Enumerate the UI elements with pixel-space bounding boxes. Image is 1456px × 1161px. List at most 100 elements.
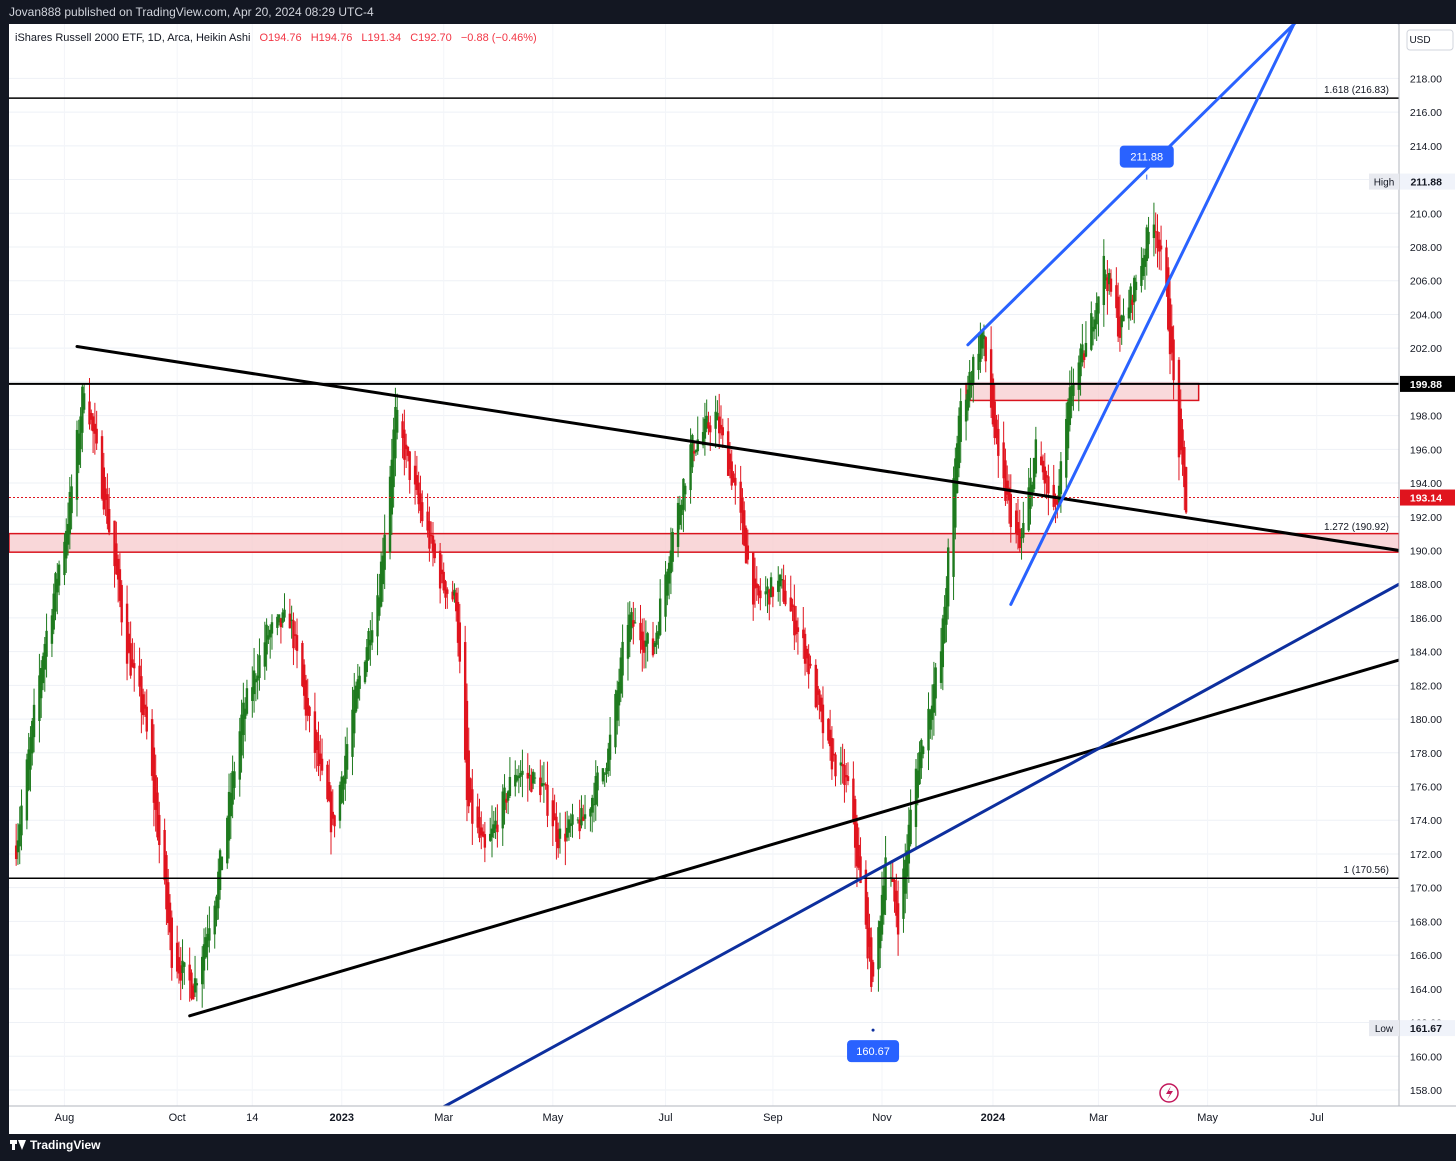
candle-body [701, 432, 705, 446]
candle-body [853, 799, 857, 848]
candle-body [921, 746, 925, 755]
time-axis[interactable]: Aug Oct 14 2023 Mar May Jul Sep Nov 2024 Mar May Jul [9, 1105, 1456, 1134]
price-chart[interactable]: 1.618 (216.83) 1 (170.56) 1.272 (190.92) 2… [8, 12, 1456, 1134]
time-axis-bg [9, 1106, 1456, 1134]
candle [492, 810, 496, 839]
time-tick-label: 2024 [981, 1112, 1006, 1124]
candle [340, 771, 343, 805]
candle [669, 527, 673, 595]
candle-body [709, 425, 712, 433]
candle-body [1045, 475, 1048, 478]
candle [1116, 282, 1120, 343]
candle-body [814, 664, 818, 708]
candle-body [741, 497, 744, 524]
candle-body [317, 741, 320, 767]
candle [118, 553, 122, 608]
candle [905, 834, 909, 899]
candle-body [508, 776, 512, 797]
chart-area[interactable]: 1.618 (216.83) 1 (170.56) 1.272 (190.92) 2… [8, 12, 1456, 1134]
candle-body [496, 824, 499, 833]
candle [594, 760, 597, 821]
candle-body [952, 478, 955, 577]
candle [766, 578, 769, 614]
candle-body [601, 768, 605, 782]
candle [1158, 231, 1161, 270]
candle-body [100, 436, 104, 499]
candle-body [514, 774, 517, 787]
candle-body [1159, 245, 1163, 250]
candle [315, 729, 318, 772]
candle [242, 682, 245, 759]
candle [601, 768, 605, 785]
price-axis[interactable]: 158.00160.00162.00164.00166.00168.00170.… [1369, 24, 1456, 1134]
legend-change: −0.88 (−0.46%) [461, 32, 537, 44]
candle [809, 655, 812, 669]
candle-body [676, 502, 680, 547]
currency-button[interactable] [1406, 29, 1454, 51]
time-tick-label: May [542, 1112, 563, 1124]
time-tick-label: Mar [434, 1112, 453, 1124]
candle [317, 721, 320, 777]
candle-body [530, 775, 533, 792]
candle-body [533, 777, 537, 779]
candle [682, 478, 685, 533]
candle [777, 566, 780, 602]
trendlines[interactable] [75, 12, 1401, 1109]
candle [514, 760, 517, 797]
candle-body [243, 708, 247, 719]
candle-body [791, 604, 794, 607]
candle [88, 377, 91, 430]
lightning-icon[interactable] [1159, 1083, 1179, 1103]
candle [1129, 283, 1132, 321]
candle [617, 668, 621, 727]
candle-body [1104, 274, 1107, 281]
time-tick-label: Sep [763, 1112, 783, 1124]
candle [177, 941, 181, 984]
high-badge [1119, 145, 1174, 168]
candle [651, 621, 655, 658]
candle [408, 450, 411, 494]
candle [14, 823, 18, 866]
horizontal-levels: 1.618 (216.83) 1 (170.56) 1.272 (190.92) [9, 85, 1399, 879]
candle-body [455, 592, 458, 612]
candle-body [304, 680, 308, 716]
candle [1034, 426, 1038, 478]
candle-body [258, 655, 261, 679]
candle [642, 618, 646, 669]
candle-body [1172, 339, 1175, 381]
candle-body [1022, 522, 1025, 538]
candle-body [519, 772, 522, 777]
candle-body [165, 855, 168, 910]
candle [1032, 457, 1036, 493]
candle [245, 679, 249, 716]
candle-body [20, 805, 23, 836]
candle-body [29, 737, 32, 770]
candle-body [859, 856, 862, 884]
candle-body [168, 902, 172, 933]
candle-body [1134, 281, 1138, 291]
trendline-channel-lower[interactable] [1009, 16, 1299, 606]
candle-body [1018, 528, 1021, 548]
candle [192, 983, 195, 1000]
tradingview-logo[interactable]: TradingView [10, 1134, 100, 1156]
candle [952, 466, 955, 600]
candle [805, 645, 809, 673]
candle [1104, 269, 1107, 289]
trendline-ascending-support-black[interactable] [188, 658, 1401, 1018]
candle [1070, 366, 1073, 419]
candle-body [394, 406, 397, 459]
trendline-descending-resistance[interactable] [75, 344, 1401, 552]
candle [739, 465, 742, 531]
candle-body [866, 897, 869, 959]
candle-body [506, 791, 510, 801]
candle [1168, 275, 1172, 375]
candle [755, 566, 758, 601]
legend-high: H194.76 [311, 32, 353, 44]
candle-body [365, 647, 368, 673]
candle-body [95, 428, 98, 444]
currency-label[interactable]: USD [1409, 35, 1430, 46]
candle [746, 529, 750, 565]
trendline-ascending-support-navy[interactable] [442, 582, 1401, 1109]
candle [759, 578, 762, 611]
trendline-channel-upper[interactable] [966, 19, 1299, 347]
